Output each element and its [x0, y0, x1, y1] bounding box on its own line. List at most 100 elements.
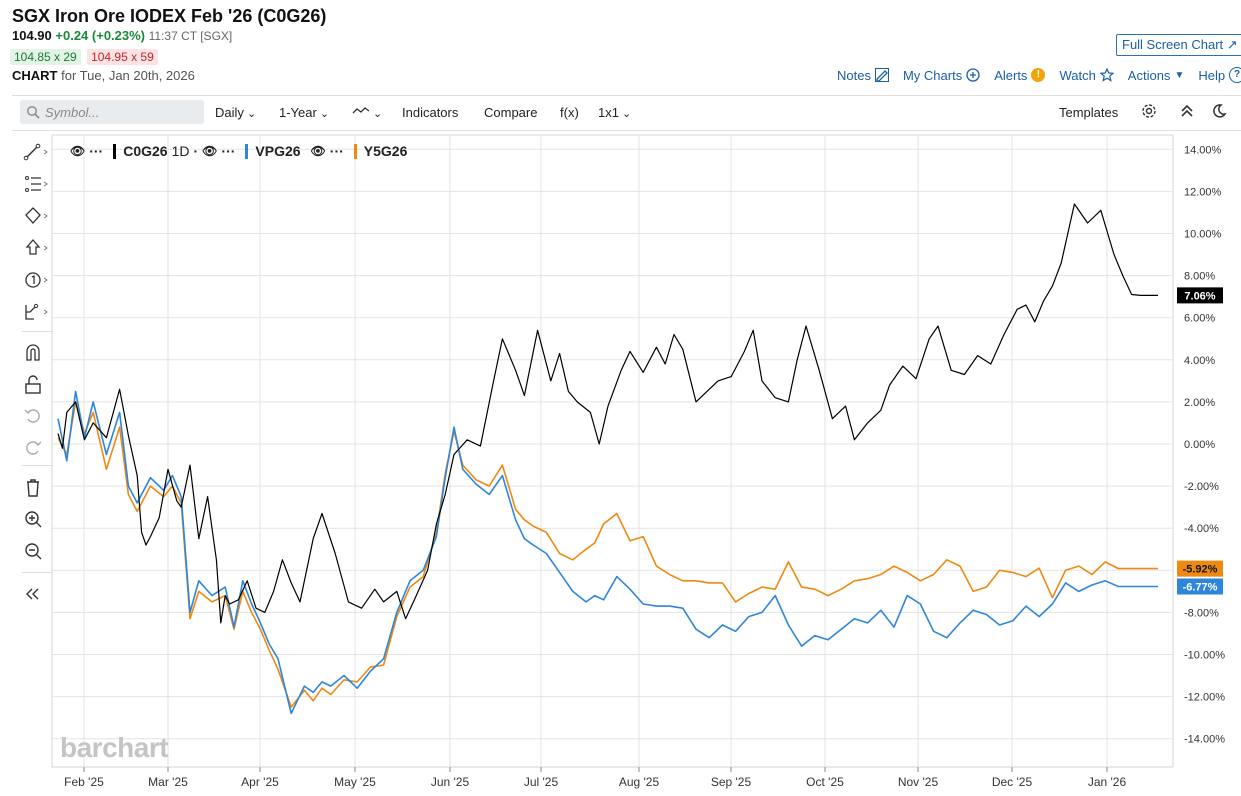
- x-tick-label: Jul '25: [524, 775, 559, 789]
- expand-arrow-icon: ↗: [1226, 37, 1238, 52]
- redo-icon[interactable]: [22, 437, 50, 459]
- eye-icon[interactable]: 👁: [70, 144, 86, 158]
- x-tick-label: Dec '25: [992, 775, 1033, 789]
- magnet-icon[interactable]: [22, 342, 50, 364]
- x-tick-label: Jan '26: [1088, 775, 1127, 789]
- legend-y5g26: Y5G26: [363, 143, 408, 159]
- help-link[interactable]: Help ?: [1198, 67, 1241, 83]
- shapes-tool-icon[interactable]: [22, 205, 50, 227]
- help-icon: ?: [1229, 67, 1241, 83]
- indicators-button[interactable]: Indicators: [402, 105, 459, 120]
- zoom-in-icon[interactable]: [22, 509, 50, 531]
- drawing-tools-sidebar: [12, 135, 52, 615]
- dark-mode-moon-icon[interactable]: [1211, 103, 1227, 122]
- y-tick-label: 12.00%: [1184, 186, 1222, 198]
- chart-date: for Tue, Jan 20th, 2026: [61, 68, 195, 83]
- fibonacci-tool-icon[interactable]: [22, 173, 50, 195]
- ask-badge: 104.95 x 59: [87, 49, 158, 65]
- full-screen-chart-button[interactable]: Full Screen Chart ↗: [1116, 34, 1241, 56]
- y-tick-label: -4.00%: [1184, 523, 1219, 535]
- help-label: Help: [1198, 67, 1226, 83]
- y-tick-label: -12.00%: [1184, 692, 1225, 704]
- eye-icon[interactable]: 👁: [310, 144, 326, 158]
- measure-tool-icon[interactable]: [22, 301, 50, 323]
- collapse-sidebar-icon[interactable]: [22, 583, 50, 605]
- alert-icon: !: [1031, 68, 1046, 82]
- compare-button[interactable]: Compare: [484, 105, 538, 120]
- more-dots-icon[interactable]: ···: [89, 143, 104, 159]
- my-charts-link[interactable]: My Charts: [903, 68, 980, 83]
- y-tick-label: -2.00%: [1184, 481, 1219, 493]
- series-line-y5g26: [57, 401, 1158, 708]
- templates-button[interactable]: Templates: [1059, 105, 1119, 120]
- barchart-watermark: barchart: [60, 732, 169, 763]
- last-value-label-c0g26: 7.06%: [1184, 290, 1215, 302]
- annotation-tool-icon[interactable]: [22, 269, 50, 291]
- series-line-c0g26: [57, 203, 1158, 624]
- fx-button[interactable]: f(x): [560, 105, 579, 120]
- y-tick-label: 4.00%: [1184, 355, 1215, 367]
- legend-swatch-y5g26: [353, 143, 357, 159]
- y-tick-label: -14.00%: [1184, 734, 1225, 746]
- symbol-search-input[interactable]: Symbol...: [20, 100, 204, 124]
- eye-icon[interactable]: 👁: [202, 144, 218, 158]
- x-tick-label: Nov '25: [898, 775, 939, 789]
- unlock-icon[interactable]: [22, 374, 50, 396]
- alerts-link[interactable]: Alerts !: [994, 67, 1046, 83]
- trendline-tool-icon[interactable]: [22, 141, 50, 163]
- y-tick-label: -8.00%: [1184, 607, 1219, 619]
- chart-date-line: CHART for Tue, Jan 20th, 2026: [12, 68, 195, 83]
- watch-label: Watch: [1059, 67, 1096, 83]
- full-screen-label: Full Screen Chart: [1122, 37, 1224, 52]
- last-value-badge-c0g26: [1177, 287, 1223, 304]
- legend-c0g26: C0G26: [123, 143, 168, 159]
- legend-interval: 1D: [171, 143, 190, 159]
- x-tick-label: Aug '25: [619, 775, 660, 789]
- x-tick-label: Jun '25: [431, 775, 470, 789]
- settings-gear-icon[interactable]: [1141, 103, 1157, 122]
- legend-swatch-vpg26: [245, 143, 249, 159]
- my-charts-label: My Charts: [902, 67, 963, 83]
- caret-down-icon: ▼: [1174, 69, 1185, 81]
- y-tick-label: 2.00%: [1184, 397, 1215, 409]
- x-tick-label: Feb '25: [64, 775, 104, 789]
- undo-icon[interactable]: [22, 405, 50, 427]
- period-dropdown[interactable]: Daily: [215, 105, 256, 120]
- quote-line: 104.90 +0.24 (+0.23%) 11:37 CT [SGX]: [12, 28, 232, 43]
- search-placeholder: Symbol...: [45, 104, 100, 120]
- bid-ask: 104.85 x 29 104.95 x 59: [10, 49, 158, 65]
- top-links: Notes My Charts Alerts ! Watch Actions ▼…: [837, 67, 1241, 83]
- last-price: 104.90: [12, 28, 52, 43]
- alerts-label: Alerts: [994, 67, 1028, 83]
- zoom-out-icon[interactable]: [22, 541, 50, 563]
- notes-label: Notes: [837, 67, 871, 83]
- plot-frame: [51, 134, 1174, 768]
- y-tick-label: -10.00%: [1184, 650, 1225, 662]
- y-tick-label: 0.00%: [1184, 439, 1215, 451]
- trash-icon[interactable]: [22, 477, 50, 499]
- watch-link[interactable]: Watch: [1059, 67, 1114, 83]
- y-tick-label: 8.00%: [1184, 271, 1215, 283]
- arrow-tool-icon[interactable]: [22, 237, 50, 259]
- more-dots-icon[interactable]: ···: [329, 143, 344, 159]
- chart-type-dropdown[interactable]: [352, 105, 382, 120]
- search-icon: [27, 106, 40, 119]
- chart-toolbar: [12, 95, 1241, 131]
- line-chart-icon: [352, 107, 370, 114]
- actions-menu[interactable]: Actions ▼: [1128, 68, 1185, 83]
- chart-legend: 👁 ··· C0G26 1D · 👁 ··· VPG26 👁 ··· Y5G26: [70, 143, 407, 159]
- x-tick-label: May '25: [334, 775, 376, 789]
- price-change: +0.24 (+0.23%): [55, 28, 146, 43]
- y-tick-label: 10.00%: [1184, 229, 1222, 241]
- last-value-badge-y5g26: [1177, 560, 1223, 577]
- last-value-badge-vpg26: [1177, 578, 1223, 595]
- notes-link[interactable]: Notes: [837, 68, 889, 83]
- range-dropdown[interactable]: 1-Year: [279, 105, 329, 120]
- x-tick-label: Apr '25: [241, 775, 279, 789]
- layout-dropdown[interactable]: 1x1: [598, 105, 631, 120]
- quote-time: 11:37 CT [SGX]: [148, 29, 233, 43]
- more-dots-icon[interactable]: ···: [221, 143, 236, 159]
- pencil-icon: [874, 68, 889, 82]
- collapse-up-icon[interactable]: [1180, 103, 1194, 122]
